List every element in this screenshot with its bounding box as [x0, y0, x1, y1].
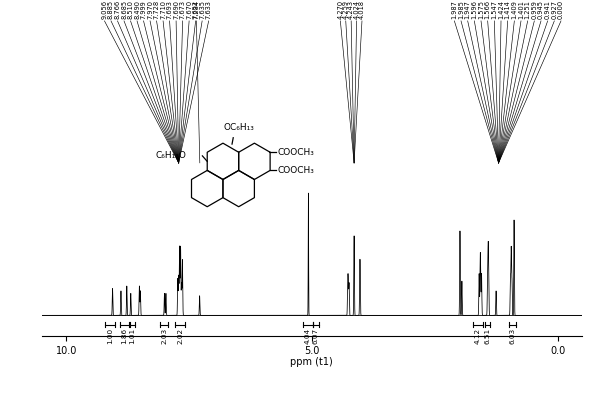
Text: 6.07: 6.07 — [313, 328, 319, 344]
Text: 1.547: 1.547 — [491, 0, 497, 20]
Text: C₆H₁₃O: C₆H₁₃O — [155, 151, 186, 160]
Text: 8.685: 8.685 — [121, 0, 127, 20]
Text: 1.987: 1.987 — [451, 0, 457, 20]
Text: 4.12: 4.12 — [475, 328, 481, 344]
Text: 1.00: 1.00 — [108, 328, 113, 344]
Text: 1.596: 1.596 — [472, 0, 478, 20]
Text: 8.766: 8.766 — [115, 0, 121, 20]
Text: 1.947: 1.947 — [465, 0, 470, 20]
Text: 7.693: 7.693 — [166, 0, 173, 20]
Text: 7.728: 7.728 — [154, 0, 160, 20]
Text: 7.670: 7.670 — [186, 0, 192, 20]
Text: 4.243: 4.243 — [348, 0, 354, 20]
Text: 1.566: 1.566 — [485, 0, 491, 20]
Text: 7.652: 7.652 — [192, 0, 198, 20]
Text: 7.673: 7.673 — [179, 0, 185, 20]
Text: 0.941: 0.941 — [545, 0, 551, 20]
X-axis label: ppm (t1): ppm (t1) — [290, 357, 333, 367]
Text: 1.409: 1.409 — [511, 0, 517, 20]
Text: 4.04: 4.04 — [305, 328, 311, 344]
Text: 6.51: 6.51 — [485, 328, 491, 344]
Text: 1.01: 1.01 — [129, 328, 135, 344]
Text: COOCH₃: COOCH₃ — [277, 148, 314, 157]
Text: COOCH₃: COOCH₃ — [277, 166, 314, 175]
Text: OC₆H₁₃: OC₆H₁₃ — [223, 123, 254, 132]
Text: 1.251: 1.251 — [525, 0, 530, 20]
Text: 7.635: 7.635 — [199, 0, 205, 20]
Text: 4.024: 4.024 — [353, 0, 359, 20]
Text: 1.401: 1.401 — [518, 0, 524, 20]
Text: 7.710: 7.710 — [160, 0, 166, 20]
Text: 4.259: 4.259 — [343, 0, 349, 20]
Text: 7.284: 7.284 — [194, 0, 200, 20]
Text: 4.018: 4.018 — [359, 0, 365, 20]
Text: 7.633: 7.633 — [206, 0, 211, 20]
Text: 8.490: 8.490 — [134, 0, 140, 20]
Text: 1.414: 1.414 — [505, 0, 511, 20]
Text: 6.03: 6.03 — [510, 328, 516, 344]
Text: 1.575: 1.575 — [478, 0, 484, 20]
Text: 7.999: 7.999 — [141, 0, 147, 20]
Text: 0.927: 0.927 — [551, 0, 557, 20]
Text: 7.970: 7.970 — [147, 0, 153, 20]
Text: 1.424: 1.424 — [498, 0, 504, 20]
Text: 7.690: 7.690 — [173, 0, 179, 20]
Text: 4.270: 4.270 — [337, 0, 343, 20]
Text: 8.510: 8.510 — [128, 0, 134, 20]
Text: 9.056: 9.056 — [102, 0, 108, 20]
Text: 0.959: 0.959 — [531, 0, 538, 20]
Text: 2.03: 2.03 — [161, 328, 167, 344]
Text: 2.02: 2.02 — [177, 328, 183, 344]
Text: 8.885: 8.885 — [108, 0, 114, 20]
Text: 1.86: 1.86 — [121, 328, 127, 344]
Text: 1.985: 1.985 — [458, 0, 464, 20]
Text: 0.945: 0.945 — [538, 0, 544, 20]
Text: 0.000: 0.000 — [558, 0, 564, 20]
